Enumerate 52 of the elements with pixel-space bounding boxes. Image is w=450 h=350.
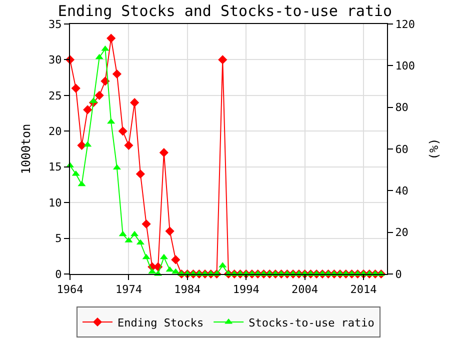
point <box>118 126 128 136</box>
point <box>118 230 127 236</box>
point <box>95 54 104 60</box>
y2-axis-title: (%) <box>426 138 441 160</box>
y-tick-label: 0 <box>55 268 62 281</box>
y-tick-label: 35 <box>48 18 62 31</box>
x-tick-label: 1964 <box>56 283 84 296</box>
point <box>77 140 86 150</box>
point <box>83 105 92 114</box>
point <box>84 141 92 147</box>
point <box>78 180 86 186</box>
chart-title: Ending Stocks and Stocks-to-use ratio <box>58 2 392 20</box>
point <box>166 266 174 272</box>
y2-tick-label: 80 <box>395 101 408 114</box>
y-axis-title: 1000ton <box>18 124 33 174</box>
y-tick-label: 25 <box>48 89 62 102</box>
point <box>136 169 145 179</box>
y2-tick-label: 60 <box>395 142 408 156</box>
y2-tick-label: 0 <box>395 268 402 281</box>
point <box>130 230 139 236</box>
point <box>106 34 116 43</box>
point <box>172 268 180 274</box>
x-tick-label: 2014 <box>350 283 378 296</box>
point <box>94 90 104 100</box>
point <box>107 118 116 124</box>
legend-label: Stocks-to-use ratio <box>248 316 374 330</box>
point <box>148 268 156 274</box>
y-tick-label: 10 <box>48 196 62 210</box>
point <box>159 148 168 158</box>
y-tick-label: 20 <box>48 124 62 138</box>
point <box>160 254 168 260</box>
point <box>171 255 180 264</box>
point <box>71 84 80 93</box>
x-tick-label: 2004 <box>292 283 318 296</box>
point <box>218 55 228 64</box>
point <box>165 226 174 236</box>
x-tick-label: 1974 <box>115 283 142 296</box>
y-tick-label: 30 <box>48 54 62 67</box>
y2-tick-label: 100 <box>395 60 416 73</box>
point <box>142 219 151 229</box>
y-tick-label: 15 <box>48 160 62 174</box>
legend-label: Ending Stocks <box>118 316 204 330</box>
point <box>112 69 122 79</box>
y2-tick-label: 40 <box>395 184 408 198</box>
x-tick-label: 1984 <box>174 283 202 296</box>
point <box>142 254 150 260</box>
x-tick-label: 1994 <box>232 283 260 296</box>
point <box>130 98 140 108</box>
point <box>124 140 134 150</box>
y-tick-label: 5 <box>55 232 62 246</box>
y2-tick-label: 20 <box>395 226 408 240</box>
y2-tick-label: 120 <box>395 18 416 31</box>
